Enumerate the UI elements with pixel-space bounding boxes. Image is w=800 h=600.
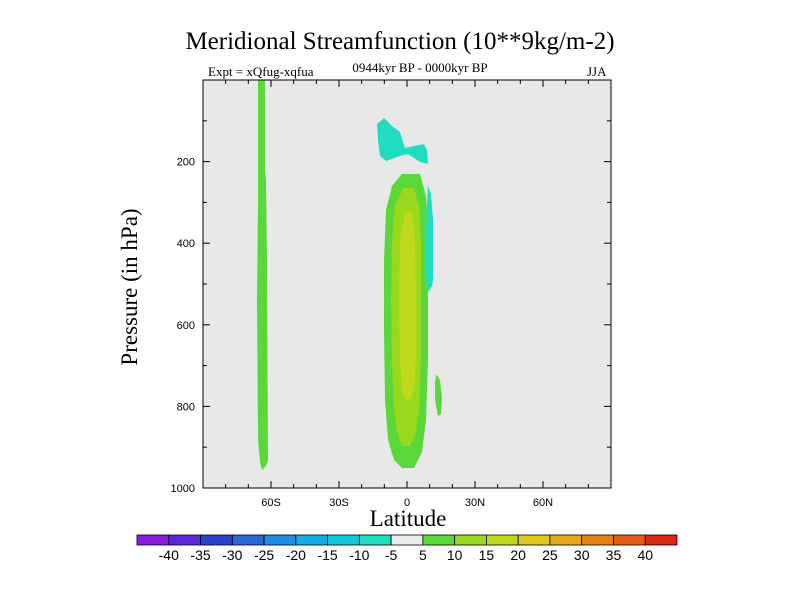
contour-positive-spot-15n bbox=[435, 374, 442, 416]
x-axis-label: Latitude bbox=[369, 506, 447, 531]
colorbar-swatch bbox=[231, 534, 265, 546]
contour-negative-upper-equator bbox=[377, 118, 428, 164]
colorbar-label: 25 bbox=[542, 547, 558, 563]
colorbar-swatch bbox=[454, 534, 487, 546]
colorbar-swatch bbox=[295, 534, 328, 546]
colorbar-label: -30 bbox=[222, 547, 242, 563]
colorbar-swatch bbox=[327, 534, 360, 546]
contour-fills bbox=[257, 80, 442, 470]
contour-positive-cell-inner-15 bbox=[399, 212, 416, 400]
y-tick-label: 1000 bbox=[171, 483, 195, 495]
y-tick-label: 800 bbox=[177, 401, 195, 413]
colorbar-swatch bbox=[644, 534, 678, 546]
y-tick-label: 200 bbox=[177, 157, 195, 169]
colorbar-swatch bbox=[263, 534, 297, 546]
experiment-label: Expt = xQfug-xqfua bbox=[208, 64, 314, 79]
colorbar-label: 35 bbox=[606, 547, 622, 563]
x-tick-label: 60N bbox=[533, 497, 553, 509]
colorbar-label: -40 bbox=[159, 547, 179, 563]
season-label: JJA bbox=[587, 64, 607, 79]
colorbar-label: -5 bbox=[385, 547, 398, 563]
colorbar-swatch bbox=[517, 534, 551, 546]
colorbar-label: 40 bbox=[637, 547, 653, 563]
colorbar-swatch bbox=[168, 534, 201, 546]
colorbar-swatch bbox=[200, 534, 233, 546]
y-tick-label: 400 bbox=[177, 238, 195, 250]
x-tick-label: 60S bbox=[261, 497, 281, 509]
colorbar: -40 -35 -30 -25 -20 -15 -10 -5 5 10 15 20 25 30 35 40 bbox=[136, 534, 678, 563]
x-tick-label: 30N bbox=[465, 497, 485, 509]
colorbar-swatch bbox=[358, 534, 392, 546]
colorbar-label: 20 bbox=[510, 547, 526, 563]
colorbar-swatch bbox=[549, 534, 583, 546]
x-tick-label: 30S bbox=[329, 497, 349, 509]
colorbar-swatch bbox=[581, 534, 614, 546]
period-label: 0944kyr BP - 0000kyr BP bbox=[352, 60, 488, 75]
contour-positive-band-60s bbox=[257, 80, 268, 470]
colorbar-swatch bbox=[136, 534, 170, 546]
colorbar-label: 15 bbox=[479, 547, 495, 563]
colorbar-swatch bbox=[486, 534, 519, 546]
colorbar-swatch bbox=[422, 534, 456, 546]
colorbar-label: -15 bbox=[317, 547, 337, 563]
colorbar-label: -25 bbox=[254, 547, 274, 563]
colorbar-label: 10 bbox=[447, 547, 463, 563]
colorbar-swatch bbox=[390, 534, 424, 546]
y-tick-label: 600 bbox=[177, 320, 195, 332]
contour-negative-strip-10n bbox=[426, 186, 433, 292]
chart-title: Meridional Streamfunction (10**9kg/m-2) bbox=[185, 28, 615, 55]
colorbar-label: -20 bbox=[286, 547, 306, 563]
x-tick-label: 0 bbox=[404, 497, 410, 509]
axes: 60S 30S 0 30N 60N 200 400 600 800 1000 bbox=[171, 80, 611, 509]
colorbar-swatch bbox=[613, 534, 646, 546]
colorbar-label: -35 bbox=[190, 547, 210, 563]
colorbar-label: 30 bbox=[574, 547, 590, 563]
colorbar-label: -10 bbox=[349, 547, 369, 563]
colorbar-label: 5 bbox=[419, 547, 427, 563]
